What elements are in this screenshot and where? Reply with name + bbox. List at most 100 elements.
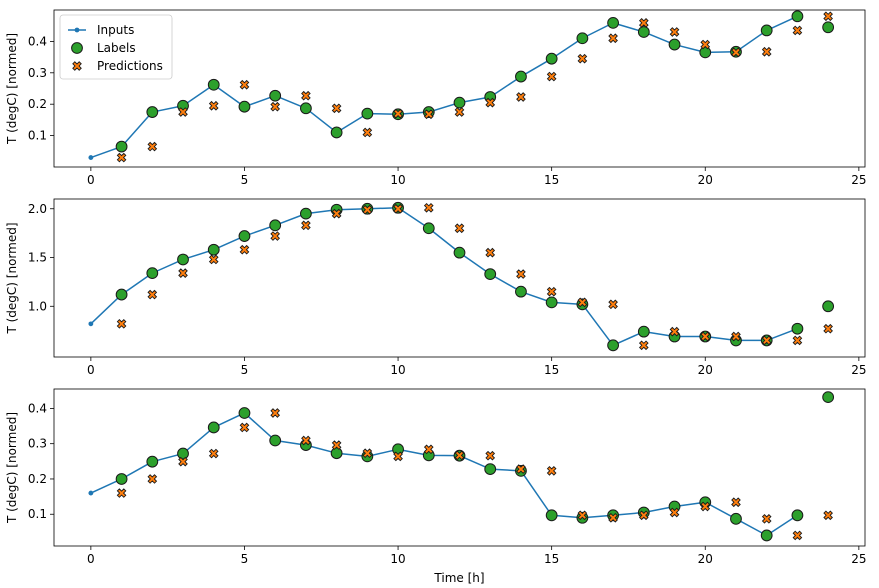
legend: Inputs Labels Predictions (59, 14, 173, 80)
predictions-point (270, 101, 281, 112)
legend-label-inputs: Inputs (97, 23, 134, 37)
labels-point (545, 296, 558, 309)
labels-point (330, 447, 343, 460)
predictions-point (516, 464, 526, 474)
labels-point (791, 509, 804, 522)
chart-panel-3: 0 5 10 15 20 25 0.1 0.2 0.3 0.4 T (degC) [normed] T… (5, 388, 866, 585)
plot-area (54, 10, 865, 167)
predictions-point (147, 474, 158, 484)
predictions-point (577, 297, 588, 308)
predictions-point (669, 27, 680, 37)
predictions-point (270, 231, 281, 241)
predictions-point (147, 289, 158, 300)
predictions-point (608, 512, 618, 523)
x-tick-label: 20 (698, 173, 713, 187)
y-tick-label: 0.1 (28, 507, 47, 521)
x-tick-label: 0 (87, 173, 95, 187)
predictions-point (761, 513, 772, 524)
labels-point (238, 407, 251, 419)
x-tick-label: 0 (87, 552, 95, 566)
x-axis-label: Time [h] (433, 571, 484, 585)
predictions-point (362, 204, 373, 215)
predictions-point (362, 127, 373, 138)
predictions-point (761, 46, 772, 57)
y-tick-label: 1.5 (28, 251, 47, 265)
y-axis-label: T (degC) [normed] (5, 222, 19, 334)
predictions-point (178, 268, 188, 278)
predictions-point (577, 510, 588, 521)
x-tick-label: 15 (544, 173, 559, 187)
y-tick-label: 0.1 (28, 129, 47, 143)
labels-point (760, 24, 773, 37)
predictions-point (331, 208, 342, 219)
labels-point (422, 222, 435, 235)
y-tick-label: 0.4 (28, 401, 47, 415)
legend-predictions-marker (72, 61, 82, 71)
labels-point (269, 89, 282, 102)
predictions-point (270, 408, 281, 418)
labels-point (146, 455, 159, 468)
labels-point (453, 96, 466, 109)
labels-point (760, 529, 773, 542)
predictions-point (731, 497, 741, 508)
x-tick-label: 10 (390, 552, 405, 566)
labels-point (392, 443, 404, 456)
labels-point (207, 78, 220, 91)
labels-point (115, 140, 128, 153)
labels-point (822, 300, 835, 313)
labels-point (668, 38, 681, 51)
predictions-point (669, 507, 680, 518)
predictions-point (823, 510, 833, 521)
labels-point (515, 285, 527, 298)
legend-inputs-marker (74, 27, 80, 33)
predictions-point (208, 448, 219, 459)
labels-point (607, 16, 619, 29)
labels-point (146, 106, 159, 118)
predictions-point (178, 456, 188, 467)
predictions-point (301, 90, 311, 101)
y-tick-label: 2.0 (28, 202, 47, 216)
predictions-point (823, 323, 833, 334)
predictions-point (638, 510, 649, 521)
plot-area (54, 389, 865, 546)
plot-area (54, 199, 865, 357)
predictions-point (454, 450, 465, 461)
labels-point (300, 207, 312, 220)
predictions-point (423, 202, 434, 213)
x-tick-label: 15 (544, 552, 559, 566)
labels-point (361, 107, 374, 120)
labels-point (637, 325, 650, 338)
axes-frame (53, 388, 866, 547)
chart-panel-2: 0 5 10 15 20 25 1.0 1.5 2.0 T (degC) [normed] (5, 198, 866, 377)
predictions-point (331, 103, 342, 114)
labels-point (791, 322, 804, 335)
legend-box (59, 14, 173, 80)
predictions-point (208, 100, 219, 111)
predictions-point (116, 152, 127, 163)
x-tick-label: 25 (851, 173, 866, 187)
predictions-point (178, 107, 188, 117)
x-tick-label: 15 (544, 363, 559, 377)
predictions-point (608, 33, 618, 44)
legend-label-labels: Labels (97, 41, 136, 55)
predictions-point (485, 247, 496, 258)
predictions-point (731, 331, 741, 342)
predictions-point (301, 220, 311, 231)
predictions-point (761, 335, 772, 346)
predictions-point (700, 39, 711, 50)
x-tick-label: 5 (241, 552, 249, 566)
labels-point (484, 463, 497, 475)
axes-frame (53, 9, 866, 168)
labels-point (238, 230, 251, 242)
labels-point (177, 447, 189, 460)
inputs-point (88, 155, 94, 160)
labels-point (730, 512, 742, 525)
predictions-point (546, 466, 557, 476)
predictions-point (239, 422, 250, 433)
labels-point (330, 126, 343, 139)
predictions-point (423, 109, 434, 120)
labels-point (822, 391, 835, 404)
labels-point (545, 509, 558, 522)
x-tick-label: 20 (698, 552, 713, 566)
predictions-point (147, 141, 158, 152)
